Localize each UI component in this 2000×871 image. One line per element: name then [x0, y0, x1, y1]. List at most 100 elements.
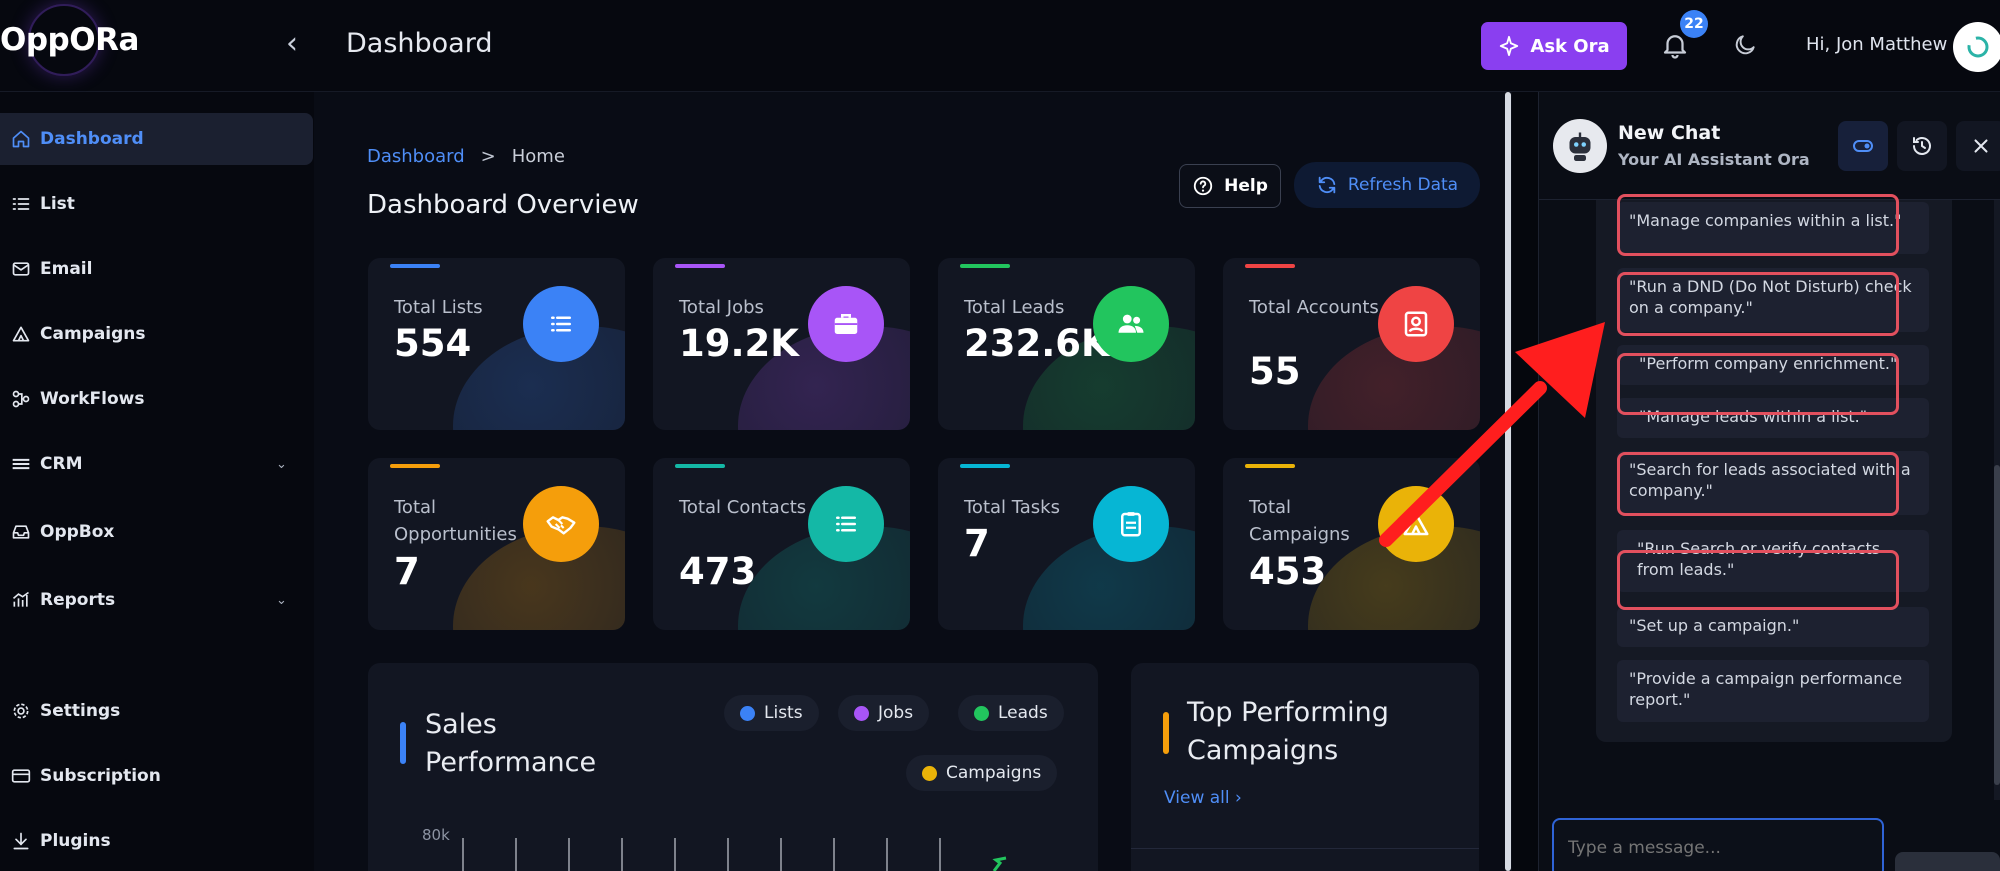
stat-card-total-lists[interactable]: Total Lists 554 — [368, 258, 625, 430]
legend-item-jobs[interactable]: Jobs — [838, 695, 930, 731]
breadcrumb: Dashboard > Home — [367, 146, 565, 167]
page-heading: Dashboard — [346, 28, 493, 59]
sidebar-item-subscription[interactable]: Subscription — [0, 750, 314, 802]
sidebar-item-label: CRM — [40, 454, 83, 474]
sidebar-item-oppbox[interactable]: OppBox — [0, 506, 314, 558]
chat-message-input[interactable] — [1552, 818, 1884, 871]
briefcase-icon — [808, 286, 884, 362]
chart-icon — [10, 589, 32, 611]
list-icon — [523, 286, 599, 362]
sidebar-item-dashboard[interactable]: Dashboard — [0, 113, 313, 165]
ask-ora-label: Ask Ora — [1530, 35, 1610, 57]
sales-performance-title: Sales Performance — [425, 709, 597, 778]
stat-card-total-tasks[interactable]: Total Tasks 7 — [938, 458, 1195, 630]
moon-icon[interactable] — [1732, 32, 1758, 58]
stat-card-total-accounts[interactable]: Total Accounts 55 — [1223, 258, 1480, 430]
notification-badge: 22 — [1680, 10, 1708, 38]
stat-card-total-opportunities[interactable]: Total Opportunities 7 — [368, 458, 625, 630]
collapse-sidebar-button[interactable]: ‹ — [286, 26, 298, 61]
stat-label: Total Accounts — [1249, 297, 1379, 318]
contacts-icon — [808, 486, 884, 562]
company-logo-icon — [1967, 36, 1989, 58]
home-icon — [10, 128, 32, 150]
suggestion-item[interactable]: "Manage leads within a list." — [1617, 398, 1929, 438]
sidebar-item-list[interactable]: List — [0, 178, 314, 230]
legend-item-lists[interactable]: Lists — [724, 695, 819, 731]
app-logo[interactable]: OppORa — [0, 22, 139, 58]
sidebar-item-label: OppBox — [40, 522, 115, 542]
legend-item-campaigns[interactable]: Campaigns — [906, 755, 1058, 791]
suggestion-item[interactable]: "Provide a campaign performance report." — [1617, 660, 1929, 722]
suggestion-item[interactable]: "Search for leads associated with a comp… — [1617, 451, 1929, 515]
legend-dot — [974, 705, 989, 721]
stat-value: 554 — [394, 322, 472, 365]
sales-chart-area: 80k — [422, 826, 1007, 871]
help-button[interactable]: Help — [1179, 164, 1281, 208]
send-button[interactable] — [1895, 852, 2000, 871]
breadcrumb-separator: > — [480, 146, 496, 167]
y-axis-tick: 80k — [422, 826, 450, 844]
legend-dot — [854, 705, 869, 721]
stat-label: Total Leads — [964, 297, 1065, 318]
stat-value: 19.2K — [679, 322, 799, 365]
suggestion-item[interactable]: "Set up a campaign." — [1617, 607, 1929, 647]
user-greeting: Hi, Jon Matthew — [1806, 34, 1948, 55]
bell-icon[interactable] — [1660, 30, 1690, 60]
chat-history-button[interactable] — [1897, 121, 1947, 171]
chat-header — [1538, 92, 2000, 200]
stat-value: 232.6K — [964, 322, 1110, 365]
download-icon — [10, 830, 32, 852]
stat-label: Total Tasks — [964, 497, 1060, 518]
stat-card-total-leads[interactable]: Total Leads 232.6K — [938, 258, 1195, 430]
mail-icon — [10, 258, 32, 280]
suggestion-item[interactable]: "Run a DND (Do Not Disturb) check on a c… — [1617, 268, 1929, 332]
stat-card-total-campaigns[interactable]: Total Campaigns 453 — [1223, 458, 1480, 630]
panel-accent-bar — [1163, 712, 1169, 754]
suggestion-item[interactable]: "Perform company enrichment." — [1617, 345, 1929, 385]
stat-value: 55 — [1249, 350, 1301, 393]
sidebar-item-campaigns[interactable]: Campaigns — [0, 308, 314, 360]
sidebar-item-plugins[interactable]: Plugins — [0, 815, 314, 867]
stat-card-total-contacts[interactable]: Total Contacts 473 — [653, 458, 910, 630]
panel-divider — [1131, 848, 1479, 849]
sidebar-item-reports[interactable]: Reports ⌄ — [0, 574, 314, 626]
view-all-link[interactable]: View all › — [1164, 788, 1242, 808]
sidebar-item-label: Plugins — [40, 831, 111, 851]
users-icon — [1093, 286, 1169, 362]
legend-item-leads[interactable]: Leads — [958, 695, 1064, 731]
stat-label: Total Lists — [394, 297, 483, 318]
chat-toggle-button[interactable] — [1838, 121, 1888, 171]
history-icon — [1913, 137, 1931, 155]
stat-card-total-jobs[interactable]: Total Jobs 19.2K — [653, 258, 910, 430]
sidebar-item-crm[interactable]: CRM ⌄ — [0, 438, 314, 490]
refresh-data-button[interactable]: Refresh Data — [1294, 162, 1480, 208]
ask-ora-button[interactable]: Ask Ora — [1481, 22, 1627, 70]
toggle-icon — [1853, 140, 1873, 152]
chart-gridlines — [462, 838, 941, 871]
refresh-label: Refresh Data — [1347, 175, 1459, 195]
stat-label: Total Opportunities — [394, 497, 517, 545]
leads-series-line — [992, 856, 1007, 871]
chat-close-button[interactable] — [1956, 121, 2000, 171]
legend-label: Leads — [998, 703, 1048, 723]
view-all-label: View all — [1164, 788, 1230, 808]
legend-label: Campaigns — [946, 763, 1042, 783]
legend-dot — [922, 765, 937, 781]
suggestion-item[interactable]: "Manage companies within a list." — [1617, 202, 1929, 254]
sidebar-item-label: Settings — [40, 701, 121, 721]
sidebar-item-label: Reports — [40, 590, 116, 610]
card-icon — [10, 765, 32, 787]
sidebar-item-workflows[interactable]: WorkFlows — [0, 373, 314, 425]
stat-value: 473 — [679, 550, 757, 593]
robot-icon — [1569, 132, 1591, 161]
chevron-down-icon: ⌄ — [276, 592, 287, 608]
sidebar-item-email[interactable]: Email — [0, 243, 314, 295]
stat-label: Total Contacts — [679, 497, 807, 518]
chat-scrollbar[interactable] — [1994, 200, 2000, 800]
main-scrollbar[interactable] — [1504, 92, 1512, 871]
suggestion-item[interactable]: "Run Search or verify contacts from lead… — [1617, 530, 1929, 592]
breadcrumb-dashboard[interactable]: Dashboard — [367, 146, 465, 167]
avatar[interactable] — [1953, 22, 2000, 72]
stat-label: Total Campaigns — [1249, 497, 1350, 545]
sidebar-item-settings[interactable]: Settings — [0, 685, 314, 737]
